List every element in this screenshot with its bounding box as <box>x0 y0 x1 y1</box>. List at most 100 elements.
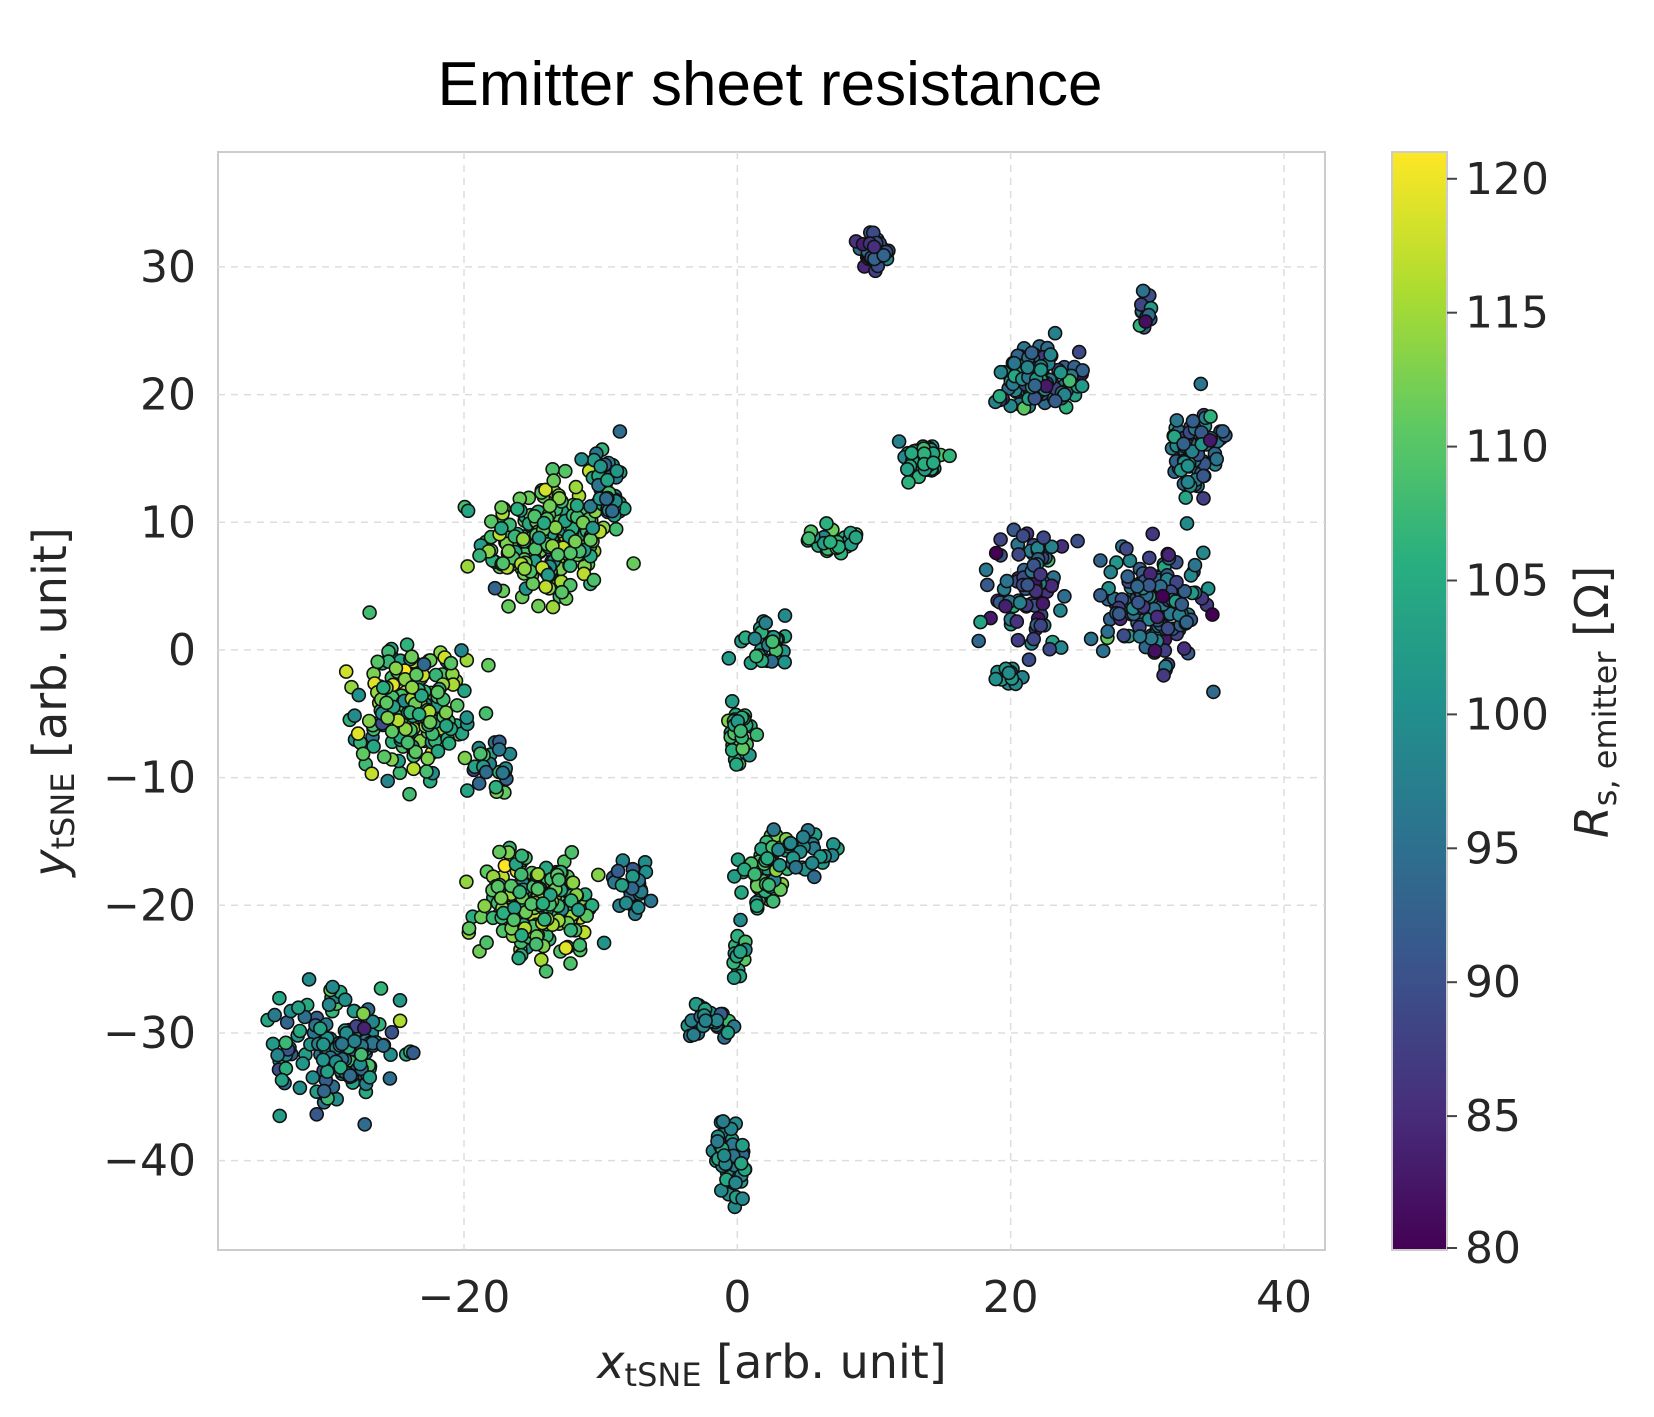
scatter-point <box>380 773 396 789</box>
scatter-point <box>804 855 820 871</box>
scatter-point <box>478 764 494 780</box>
scatter-point <box>531 530 547 546</box>
scatter-point <box>777 654 793 670</box>
y-tick-label: 30 <box>140 242 196 293</box>
scatter-point <box>971 633 987 649</box>
scatter-point <box>347 1033 362 1049</box>
scatter-point <box>1015 528 1031 544</box>
scatter-point <box>999 573 1015 589</box>
scatter-point <box>1021 652 1037 668</box>
scatter-point <box>1048 393 1063 409</box>
scatter-point <box>1155 588 1170 604</box>
scatter-point <box>272 1108 288 1124</box>
scatter-point <box>1141 577 1157 593</box>
scatter-point <box>488 779 504 795</box>
scatter-point <box>904 445 919 461</box>
scatter-point <box>608 521 624 537</box>
scatter-point <box>422 714 438 730</box>
scatter-point <box>1196 468 1211 484</box>
scatter-point <box>735 1191 750 1206</box>
scatter-point <box>1062 373 1077 389</box>
scatter-point <box>478 706 494 721</box>
scatter-point <box>899 461 915 477</box>
scatter-point <box>583 532 598 548</box>
scatter-point <box>866 239 882 255</box>
scatter-point <box>355 746 371 762</box>
scatter-point <box>292 1080 308 1096</box>
scatter-point <box>457 683 472 699</box>
scatter-point <box>1033 362 1049 378</box>
scatter-point <box>471 776 487 791</box>
scatter-point <box>1116 628 1132 643</box>
scatter-point <box>759 851 775 866</box>
scatter-point <box>538 579 554 595</box>
scatter-point <box>1083 631 1099 647</box>
scatter-point <box>801 531 817 546</box>
colorbar-tick-label: 110 <box>1465 422 1549 473</box>
scatter-point <box>729 757 744 772</box>
scatter-point <box>598 491 614 507</box>
x-tick-label: −20 <box>418 1272 511 1323</box>
scatter-point <box>1053 603 1068 618</box>
scatter-point <box>459 783 475 798</box>
scatter-point <box>732 944 748 960</box>
scatter-point <box>574 452 589 467</box>
scatter-point <box>604 503 620 519</box>
y-axis-label: ytSNE [arb. unit] <box>23 527 82 878</box>
scatter-point <box>1206 684 1221 700</box>
scatter-point <box>1035 596 1051 611</box>
scatter-point <box>382 1071 398 1086</box>
scatter-point <box>1130 579 1145 594</box>
scatter-point <box>1020 359 1035 375</box>
scatter-point <box>535 896 551 911</box>
colorbar-tick-label: 80 <box>1465 1223 1521 1274</box>
scatter-point <box>1187 557 1203 573</box>
scatter-point <box>1131 595 1146 610</box>
scatter-point <box>334 1036 350 1052</box>
chart-title: Emitter sheet resistance <box>437 50 1102 119</box>
scatter-point <box>988 671 1004 687</box>
y-tick-label: −40 <box>103 1136 196 1187</box>
scatter-point <box>538 963 554 979</box>
scatter-point <box>1011 547 1027 562</box>
scatter-point <box>473 746 488 762</box>
scatter-point <box>734 885 749 900</box>
scatter-point <box>822 534 838 550</box>
scatter-point <box>761 877 777 893</box>
scatter-point <box>494 500 509 515</box>
scatter-point <box>1093 587 1108 603</box>
scatter-point <box>325 979 340 995</box>
colorbar-label-sub: s, emitter <box>1586 651 1624 807</box>
scatter-point <box>356 1021 372 1036</box>
scatter-point <box>315 1037 331 1052</box>
scatter-point <box>1053 365 1068 380</box>
scatter-point <box>795 829 811 845</box>
scatter-point <box>305 1070 321 1085</box>
colorbar-tick-label: 115 <box>1465 288 1549 339</box>
scatter-point <box>585 520 601 536</box>
scatter-point <box>513 867 529 882</box>
scatter-point <box>551 872 567 888</box>
scatter-point <box>392 765 408 781</box>
scatter-point <box>1043 347 1058 362</box>
scatter-point <box>1024 345 1039 361</box>
scatter-point <box>443 655 459 671</box>
scatter-point <box>1185 413 1201 429</box>
scatter-point <box>716 1148 732 1163</box>
scatter-point <box>512 884 528 900</box>
scatter-point <box>1196 491 1211 506</box>
scatter-point <box>686 1027 701 1043</box>
scatter-point <box>998 598 1013 614</box>
scatter-point <box>593 459 609 474</box>
x-axis-ticks: −20 0 20 40 <box>418 1272 1312 1323</box>
scatter-point <box>758 615 774 631</box>
scatter-point <box>572 937 588 953</box>
scatter-point <box>1196 545 1211 561</box>
scatter-point <box>493 890 509 906</box>
scatter-point <box>347 708 362 724</box>
scatter-point <box>477 898 492 914</box>
scatter-point <box>537 912 552 927</box>
scatter-point <box>1001 665 1017 681</box>
scatter-point <box>1160 621 1176 636</box>
scatter-point <box>783 835 798 851</box>
